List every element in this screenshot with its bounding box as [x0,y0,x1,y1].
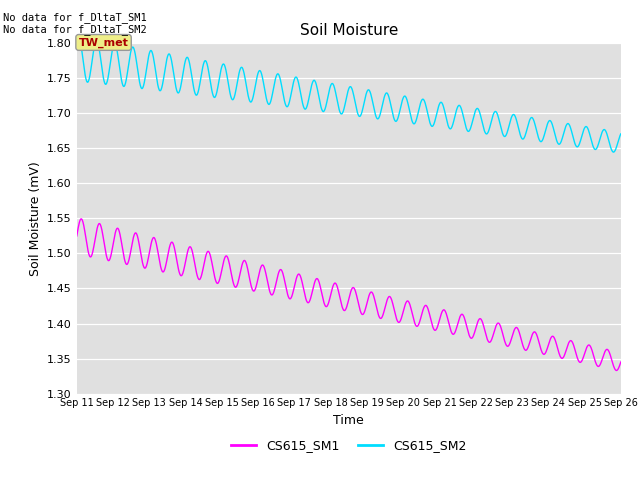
Y-axis label: Soil Moisture (mV): Soil Moisture (mV) [29,161,42,276]
Text: TW_met: TW_met [79,37,129,48]
Title: Soil Moisture: Soil Moisture [300,23,398,38]
Text: No data for f_DltaT_SM1: No data for f_DltaT_SM1 [3,12,147,23]
Legend: CS615_SM1, CS615_SM2: CS615_SM1, CS615_SM2 [226,434,472,457]
Text: No data for f_DltaT_SM2: No data for f_DltaT_SM2 [3,24,147,35]
X-axis label: Time: Time [333,414,364,427]
